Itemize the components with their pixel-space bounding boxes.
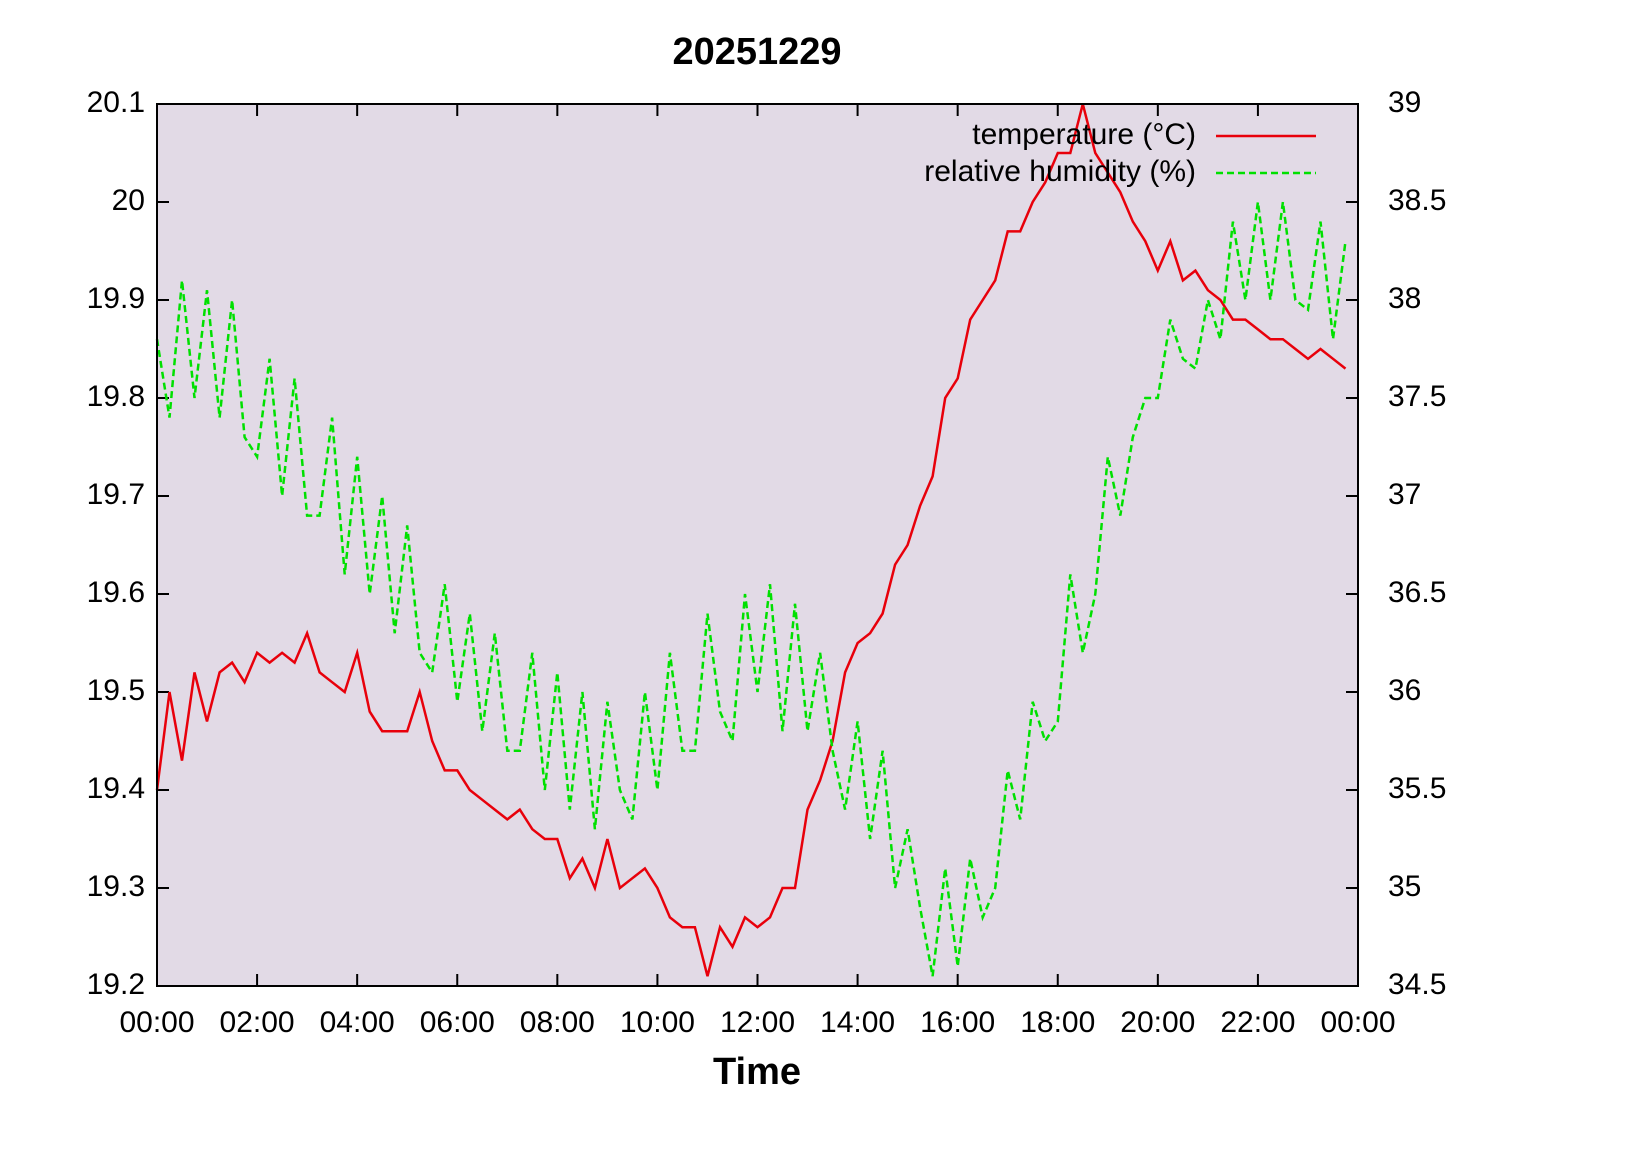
y2-tick-label: 38 (1388, 282, 1421, 315)
x-tick-label: 00:00 (119, 1006, 194, 1039)
y2-tick-label: 36.5 (1388, 576, 1446, 609)
series-line (155, 103, 1347, 977)
x-tick-label: 14:00 (820, 1006, 895, 1039)
y2-tick-label: 35.5 (1388, 772, 1446, 805)
x-tick-label: 04:00 (320, 1006, 395, 1039)
x-tick-label: 02:00 (220, 1006, 295, 1039)
x-tick-label: 10:00 (620, 1006, 695, 1039)
y2-tick-label: 38.5 (1388, 184, 1446, 217)
x-tick-label: 12:00 (720, 1006, 795, 1039)
plot-area (157, 104, 1358, 986)
y-tick-label: 19.6 (87, 576, 145, 609)
x-tick-label: 16:00 (920, 1006, 995, 1039)
y-tick-label: 19.9 (87, 282, 145, 315)
x-tick-label: 06:00 (420, 1006, 495, 1039)
y-tick-label: 19.7 (87, 478, 145, 511)
y-tick-label: 19.2 (87, 968, 145, 1001)
y-tick-label: 19.5 (87, 674, 145, 707)
y2-tick-label: 35 (1388, 870, 1421, 903)
x-tick-label: 00:00 (1320, 1006, 1395, 1039)
y2-tick-label: 36 (1388, 674, 1421, 707)
legend-label: temperature (°C) (972, 118, 1196, 151)
series-line (155, 201, 1347, 977)
y-tick-label: 19.3 (87, 870, 145, 903)
y-tick-label: 20.1 (87, 86, 145, 119)
y2-tick-label: 34.5 (1388, 968, 1446, 1001)
y-tick-label: 19.4 (87, 772, 145, 805)
x-tick-label: 20:00 (1120, 1006, 1195, 1039)
y2-tick-label: 39 (1388, 86, 1421, 119)
x-tick-label: 18:00 (1020, 1006, 1095, 1039)
y-tick-label: 19.8 (87, 380, 145, 413)
y2-tick-label: 37.5 (1388, 380, 1446, 413)
plot-border (156, 103, 1359, 987)
y2-tick-label: 37 (1388, 478, 1421, 511)
legend-label: relative humidity (%) (924, 155, 1196, 188)
chart-title: 20251229 (672, 31, 841, 73)
x-axis-label: Time (713, 1051, 801, 1093)
y-tick-label: 20 (112, 184, 145, 217)
x-tick-label: 22:00 (1220, 1006, 1295, 1039)
x-tick-label: 08:00 (520, 1006, 595, 1039)
